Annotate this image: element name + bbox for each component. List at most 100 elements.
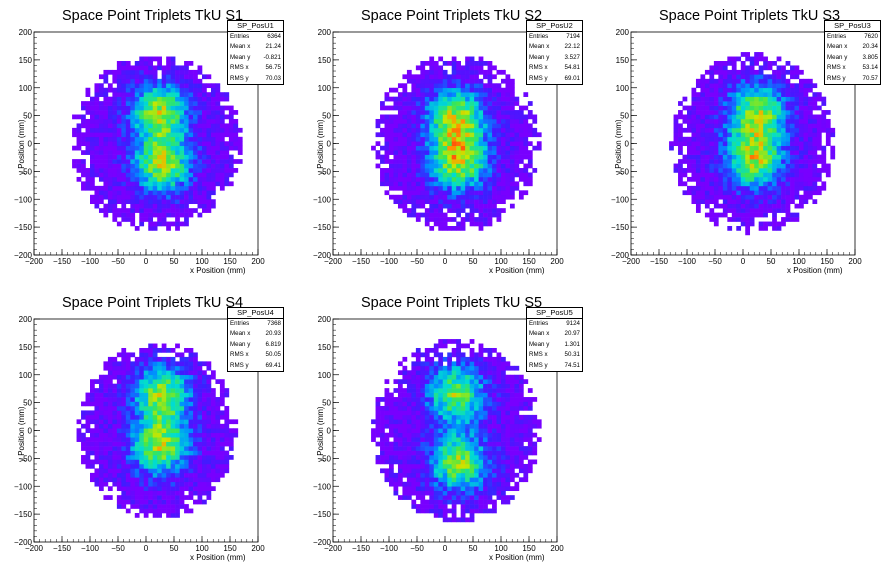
heatmap-bin — [803, 92, 809, 97]
heatmap-bin — [139, 383, 145, 389]
heatmap-bin — [415, 419, 421, 425]
stats-value: 3.805 — [862, 53, 878, 61]
heatmap-bin — [228, 455, 234, 460]
heatmap-bin — [90, 428, 95, 434]
heatmap-bin — [433, 437, 439, 442]
heatmap-bin — [166, 92, 171, 97]
heatmap-bin — [375, 163, 381, 169]
heatmap-bin — [722, 154, 728, 160]
heatmap-bin — [219, 414, 225, 420]
heatmap-bin — [406, 199, 412, 205]
heatmap-bin — [451, 154, 457, 160]
heatmap-bin — [722, 176, 728, 182]
heatmap-bin — [206, 168, 212, 173]
heatmap-bin — [90, 401, 95, 407]
heatmap-bin — [152, 477, 158, 483]
heatmap-bin — [188, 123, 194, 129]
heatmap-bin — [98, 379, 104, 384]
heatmap-bin — [402, 392, 408, 398]
heatmap-bin — [219, 159, 225, 164]
y-tick-label: −100 — [313, 195, 332, 204]
heatmap-bin — [433, 190, 439, 196]
heatmap-bin — [397, 185, 403, 191]
y-tick-label: −150 — [313, 223, 332, 232]
heatmap-bin — [465, 118, 470, 124]
heatmap-bin — [474, 163, 479, 169]
heatmap-bin — [116, 141, 122, 147]
heatmap-bin — [389, 401, 394, 407]
heatmap-bin — [794, 176, 800, 182]
heatmap-bin — [415, 114, 421, 120]
heatmap-bin — [98, 459, 104, 465]
heatmap-bin — [460, 203, 466, 209]
heatmap-bin — [188, 141, 194, 147]
heatmap-bin — [429, 123, 435, 129]
heatmap-bin — [758, 69, 764, 75]
heatmap-bin — [460, 392, 466, 398]
heatmap-bin — [460, 123, 466, 129]
heatmap-bin — [380, 154, 385, 160]
heatmap-bin — [179, 477, 185, 483]
heatmap-bin — [438, 176, 444, 182]
heatmap-bin — [143, 414, 149, 420]
heatmap-bin — [433, 441, 439, 447]
heatmap-bin — [152, 181, 158, 187]
heatmap-bin — [152, 127, 158, 133]
heatmap-bin — [451, 455, 457, 460]
heatmap-bin — [527, 110, 533, 115]
heatmap-bin — [134, 92, 140, 97]
heatmap-bin — [736, 118, 742, 124]
heatmap-bin — [184, 185, 189, 191]
heatmap-bin — [447, 352, 453, 358]
heatmap-bin — [523, 136, 529, 142]
heatmap-bin — [157, 379, 162, 384]
heatmap-bin — [469, 208, 475, 213]
heatmap-bin — [442, 226, 448, 231]
heatmap-bin — [695, 181, 701, 187]
heatmap-bin — [420, 168, 426, 173]
heatmap-bin — [197, 370, 203, 376]
heatmap-bin — [501, 181, 506, 187]
heatmap-bin — [465, 477, 470, 483]
heatmap-bin — [188, 118, 194, 124]
heatmap-bin — [175, 428, 180, 434]
heatmap-bin — [767, 118, 773, 124]
heatmap-bin — [709, 87, 715, 93]
heatmap-bin — [184, 176, 189, 182]
heatmap-bin — [107, 459, 113, 465]
heatmap-bin — [170, 132, 176, 138]
heatmap-bin — [184, 441, 189, 447]
heatmap-bin — [107, 477, 113, 483]
heatmap-bin — [228, 145, 234, 151]
heatmap-bin — [772, 96, 777, 102]
heatmap-bin — [175, 361, 180, 367]
heatmap-bin — [727, 87, 733, 93]
heatmap-bin — [175, 154, 180, 160]
heatmap-bin — [451, 339, 457, 344]
heatmap-bin — [406, 423, 412, 429]
heatmap-bin — [442, 101, 448, 106]
heatmap-bin — [193, 437, 198, 442]
heatmap-bin — [456, 181, 461, 187]
heatmap-bin — [175, 504, 180, 509]
heatmap-bin — [228, 446, 234, 451]
heatmap-bin — [393, 397, 399, 402]
heatmap-bin — [112, 481, 118, 487]
heatmap-bin — [736, 217, 742, 222]
heatmap-bin — [384, 172, 390, 178]
heatmap-bin — [411, 472, 417, 478]
heatmap-bin — [691, 194, 697, 200]
heatmap-bin — [397, 463, 403, 469]
heatmap-bin — [709, 136, 715, 142]
heatmap-bin — [731, 185, 737, 191]
heatmap-bin — [224, 145, 230, 151]
heatmap-bin — [157, 136, 162, 142]
heatmap-bin — [389, 392, 394, 398]
heatmap-bin — [179, 181, 185, 187]
heatmap-bin — [197, 397, 203, 402]
heatmap-bin — [170, 446, 176, 451]
heatmap-bin — [825, 136, 831, 142]
heatmap-bin — [148, 69, 154, 75]
heatmap-bin — [76, 419, 82, 425]
heatmap-bin — [184, 83, 189, 89]
